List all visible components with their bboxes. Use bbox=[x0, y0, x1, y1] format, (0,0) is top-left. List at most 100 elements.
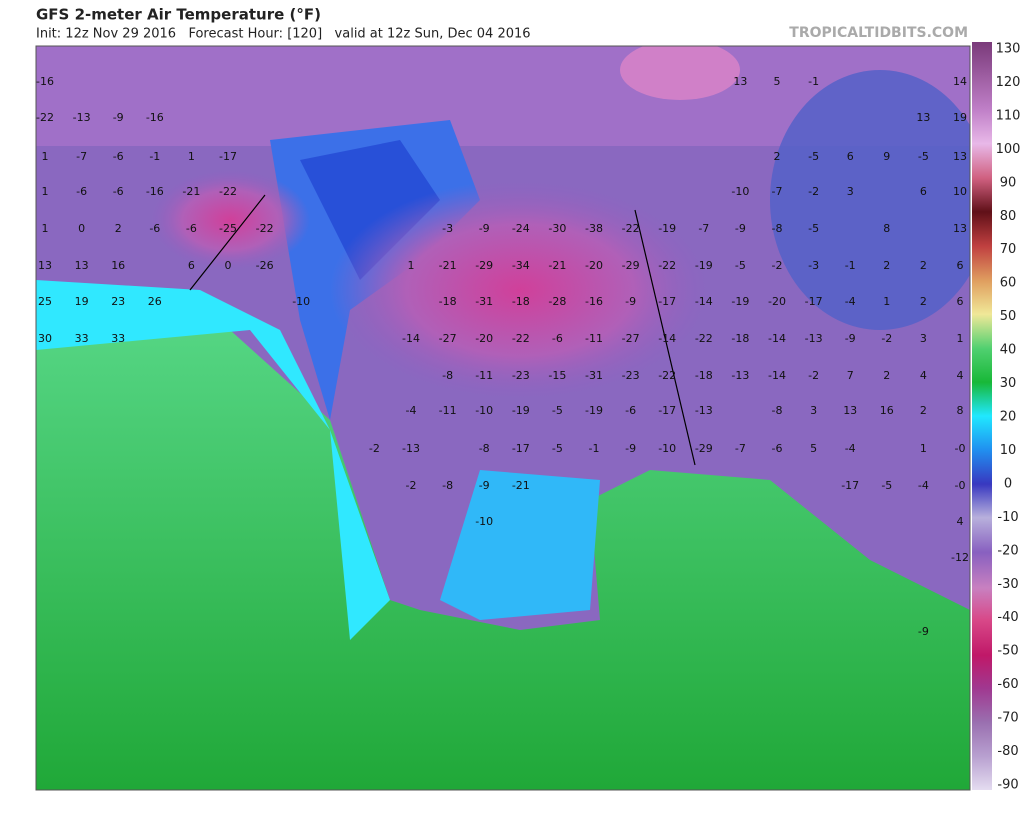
colorbar-label: 50 bbox=[1000, 309, 1017, 324]
map bbox=[36, 46, 970, 790]
temp-label: -22 bbox=[512, 332, 530, 345]
subtitle: Init: 12z Nov 29 2016 Forecast Hour: [12… bbox=[36, 27, 531, 42]
colorbar-label: -60 bbox=[997, 677, 1018, 692]
temp-label: -9 bbox=[479, 222, 490, 235]
temp-label: -1 bbox=[149, 150, 160, 163]
temp-label: -16 bbox=[36, 75, 54, 88]
temp-label: 4 bbox=[920, 369, 927, 382]
temp-label: -17 bbox=[841, 479, 859, 492]
temp-label: -4 bbox=[845, 442, 856, 455]
temp-label: 33 bbox=[111, 332, 125, 345]
colorbar-label: 0 bbox=[1004, 476, 1012, 491]
colorbar-label: -80 bbox=[997, 744, 1018, 759]
temp-label: 19 bbox=[953, 111, 967, 124]
temp-label: -9 bbox=[625, 442, 636, 455]
temp-label: 1 bbox=[883, 295, 890, 308]
colorbar-label: 30 bbox=[1000, 376, 1017, 391]
temp-label: -9 bbox=[625, 295, 636, 308]
temp-label: 4 bbox=[957, 515, 964, 528]
temp-label: 3 bbox=[920, 332, 927, 345]
temp-label: -30 bbox=[548, 222, 566, 235]
temp-label: -28 bbox=[548, 295, 566, 308]
colorbar-label: 70 bbox=[1000, 242, 1017, 257]
temp-label: -15 bbox=[548, 369, 566, 382]
temp-label: -22 bbox=[219, 185, 237, 198]
temp-label: 2 bbox=[920, 404, 927, 417]
temp-label: 1 bbox=[957, 332, 964, 345]
temp-label: -21 bbox=[182, 185, 200, 198]
temp-label: -4 bbox=[918, 479, 929, 492]
site-credit: TROPICALTIDBITS.COM bbox=[789, 25, 968, 41]
temp-label: -16 bbox=[146, 111, 164, 124]
temp-label: -4 bbox=[845, 295, 856, 308]
temp-label: -6 bbox=[552, 332, 563, 345]
temp-label: 7 bbox=[847, 369, 854, 382]
temp-label: -21 bbox=[548, 259, 566, 272]
temp-label: -6 bbox=[149, 222, 160, 235]
temp-label: -2 bbox=[369, 442, 380, 455]
temp-label: -14 bbox=[695, 295, 713, 308]
temp-label: -18 bbox=[512, 295, 530, 308]
colorbar-label: -40 bbox=[997, 610, 1018, 625]
colorbar-label: 110 bbox=[996, 108, 1021, 123]
temp-label: 3 bbox=[810, 404, 817, 417]
temp-label: 10 bbox=[953, 185, 967, 198]
temp-label: -9 bbox=[735, 222, 746, 235]
colorbar-label: -30 bbox=[997, 577, 1018, 592]
temp-label: -6 bbox=[186, 222, 197, 235]
temp-label: -10 bbox=[292, 295, 310, 308]
temp-label: -17 bbox=[512, 442, 530, 455]
temp-label: -18 bbox=[731, 332, 749, 345]
temp-label: -24 bbox=[512, 222, 530, 235]
map-frame bbox=[35, 45, 971, 791]
temp-label: -19 bbox=[512, 404, 530, 417]
temp-label: 2 bbox=[115, 222, 122, 235]
temp-label: -10 bbox=[731, 185, 749, 198]
temp-label: -3 bbox=[808, 259, 819, 272]
temp-label: -2 bbox=[808, 185, 819, 198]
temp-label: -13 bbox=[731, 369, 749, 382]
colorbar-label: -10 bbox=[997, 510, 1018, 525]
temp-label: 13 bbox=[953, 150, 967, 163]
temp-label: -13 bbox=[805, 332, 823, 345]
temp-label: 0 bbox=[225, 259, 232, 272]
temp-label: 13 bbox=[733, 75, 747, 88]
colorbar-label: -90 bbox=[997, 778, 1018, 793]
temp-label: -21 bbox=[439, 259, 457, 272]
temp-label: -13 bbox=[402, 442, 420, 455]
title: GFS 2-meter Air Temperature (°F) bbox=[36, 6, 321, 24]
temp-label: -11 bbox=[439, 404, 457, 417]
temp-label: -29 bbox=[695, 442, 713, 455]
temp-label: 1 bbox=[188, 150, 195, 163]
temp-label: 6 bbox=[957, 259, 964, 272]
temp-label: 6 bbox=[847, 150, 854, 163]
temp-label: -8 bbox=[772, 222, 783, 235]
temp-label: -5 bbox=[808, 150, 819, 163]
temp-label: 6 bbox=[188, 259, 195, 272]
temp-label: -17 bbox=[219, 150, 237, 163]
temp-label: 14 bbox=[953, 75, 967, 88]
colorbar-label: 20 bbox=[1000, 410, 1017, 425]
temp-label: -12 bbox=[951, 551, 969, 564]
temp-label: -29 bbox=[622, 259, 640, 272]
temp-label: -27 bbox=[439, 332, 457, 345]
colorbar-label: 90 bbox=[1000, 175, 1017, 190]
temp-label: 8 bbox=[883, 222, 890, 235]
temp-label: 13 bbox=[843, 404, 857, 417]
temp-label: 1 bbox=[920, 442, 927, 455]
temp-label: -0 bbox=[955, 479, 966, 492]
temp-label: -16 bbox=[146, 185, 164, 198]
temp-label: -6 bbox=[625, 404, 636, 417]
temp-label: 2 bbox=[774, 150, 781, 163]
temp-label: 2 bbox=[883, 259, 890, 272]
temp-label: -22 bbox=[695, 332, 713, 345]
temp-label: -5 bbox=[552, 404, 563, 417]
temp-label: -9 bbox=[845, 332, 856, 345]
temp-label: -2 bbox=[881, 332, 892, 345]
temp-label: -22 bbox=[658, 259, 676, 272]
temp-label: -9 bbox=[113, 111, 124, 124]
temp-label: 16 bbox=[111, 259, 125, 272]
temp-label: -9 bbox=[479, 479, 490, 492]
temp-label: -4 bbox=[406, 404, 417, 417]
temp-label: 33 bbox=[75, 332, 89, 345]
